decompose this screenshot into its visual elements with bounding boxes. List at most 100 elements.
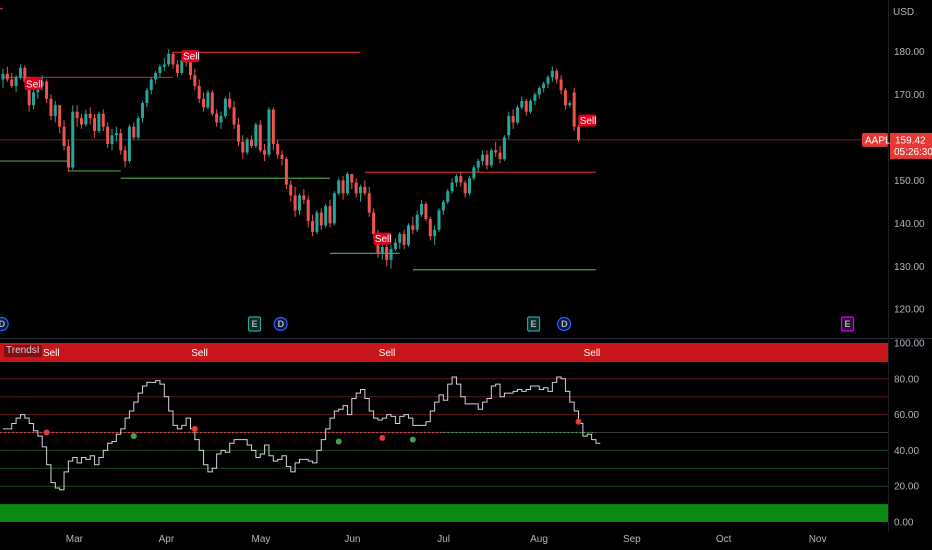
dividend-marker xyxy=(0,316,9,332)
candle-down xyxy=(463,182,467,194)
candle-up xyxy=(254,124,258,147)
candle-up xyxy=(420,204,424,215)
candle-up xyxy=(515,107,519,123)
sell-tag xyxy=(373,232,392,245)
indicator-sell-label: Sell xyxy=(584,348,601,359)
candle-up xyxy=(345,173,349,194)
candle-down xyxy=(23,67,27,82)
candle-down xyxy=(88,113,92,119)
candle-down xyxy=(27,81,31,106)
candle-down xyxy=(93,118,97,131)
candle-up xyxy=(114,133,118,136)
currency-label: USD xyxy=(893,7,915,18)
candle-down xyxy=(424,204,428,220)
candle-down xyxy=(341,180,345,194)
month-label: Sep xyxy=(623,534,641,545)
candle-up xyxy=(542,83,546,89)
candle-up xyxy=(141,103,145,119)
event-marker-letter: E xyxy=(844,319,850,329)
month-label: Jul xyxy=(437,534,450,545)
candle-down xyxy=(363,186,367,194)
indicator-sell-label: Sell xyxy=(191,348,208,359)
price-tick-label: 140.00 xyxy=(894,219,925,230)
candle-up xyxy=(32,92,36,106)
event-marker-letter: E xyxy=(531,319,537,329)
candle-up xyxy=(315,212,319,232)
indicator-sell-label: Sell xyxy=(43,348,60,359)
month-label: Mar xyxy=(66,534,84,545)
candle-down xyxy=(328,206,332,224)
candle-up xyxy=(489,150,493,166)
candle-up xyxy=(136,118,140,138)
candle-down xyxy=(428,219,432,237)
candle-up xyxy=(180,60,184,74)
candle-down xyxy=(284,158,288,185)
candle-down xyxy=(5,73,9,80)
candle-down xyxy=(555,70,559,80)
event-marker-letter: E xyxy=(252,319,258,329)
sell-tag-label: Sell xyxy=(26,80,43,91)
candle-down xyxy=(49,98,53,116)
price-tick-label: 120.00 xyxy=(894,305,925,316)
candle-up xyxy=(245,139,249,153)
candle-up xyxy=(481,154,485,162)
price-tick-label: 170.00 xyxy=(894,90,925,101)
indicator-tick-label: 100.00 xyxy=(894,339,925,350)
candle-up xyxy=(393,242,397,250)
candle-down xyxy=(367,193,371,213)
candle-down xyxy=(289,184,293,196)
price-tick-label: 150.00 xyxy=(894,176,925,187)
price-tick-label: 180.00 xyxy=(894,47,925,58)
candle-down xyxy=(350,173,354,183)
indicator-signal-dot xyxy=(379,434,386,441)
support-resistance-levels xyxy=(0,7,596,271)
candle-down xyxy=(228,98,232,108)
candle-up xyxy=(529,100,533,112)
sell-tag-label: Sell xyxy=(183,52,200,63)
candle-up xyxy=(206,92,210,108)
sell-signals: Sell Sell Sell Sell xyxy=(24,50,597,245)
earnings-marker xyxy=(526,316,541,332)
indicator-tick-label: 80.00 xyxy=(894,374,919,385)
candle-down xyxy=(193,75,197,86)
grid xyxy=(0,0,932,532)
candle-up xyxy=(110,135,114,144)
indicator-title[interactable]: TrendsI xyxy=(4,345,42,357)
symbol-tag xyxy=(862,132,888,147)
indicator-signal-dot xyxy=(335,438,342,445)
candle-down xyxy=(236,124,240,142)
month-label: May xyxy=(251,534,270,545)
candle-up xyxy=(437,210,441,230)
indicator-pane[interactable]: Sell Sell Sell Sell xyxy=(0,343,888,522)
candle-up xyxy=(145,90,149,104)
countdown-label: 05:26:30 xyxy=(894,147,932,158)
sell-tag xyxy=(181,50,200,63)
sell-tag xyxy=(578,114,597,127)
candle-up xyxy=(446,191,450,202)
candle-up xyxy=(454,176,458,183)
candle-down xyxy=(119,133,123,151)
candle-down xyxy=(302,195,306,200)
candle-up xyxy=(219,115,223,123)
candle-up xyxy=(337,180,341,194)
indicator-sell-label: Sell xyxy=(379,348,396,359)
last-price-label: 159.42 xyxy=(895,135,926,146)
candle-up xyxy=(472,167,476,179)
candle-down xyxy=(210,92,214,114)
candle-up xyxy=(550,70,554,78)
candle-up xyxy=(568,103,572,106)
event-marker-letter: D xyxy=(561,319,568,329)
time-axis[interactable]: Mar Apr May Jun Jul Aug Sep Oct Nov xyxy=(66,534,827,545)
candle-up xyxy=(53,105,57,116)
candle-down xyxy=(250,139,254,147)
candle-up xyxy=(324,206,328,226)
price-axis[interactable]: 180.00 170.00 150.00 140.00 130.00 120.00 100.… xyxy=(862,47,932,529)
candle-down xyxy=(258,124,262,151)
month-label: Apr xyxy=(159,534,175,545)
bottom-band xyxy=(0,504,888,522)
candlestick-series[interactable] xyxy=(1,49,581,269)
candle-down xyxy=(66,146,70,168)
earnings-marker xyxy=(247,316,262,332)
